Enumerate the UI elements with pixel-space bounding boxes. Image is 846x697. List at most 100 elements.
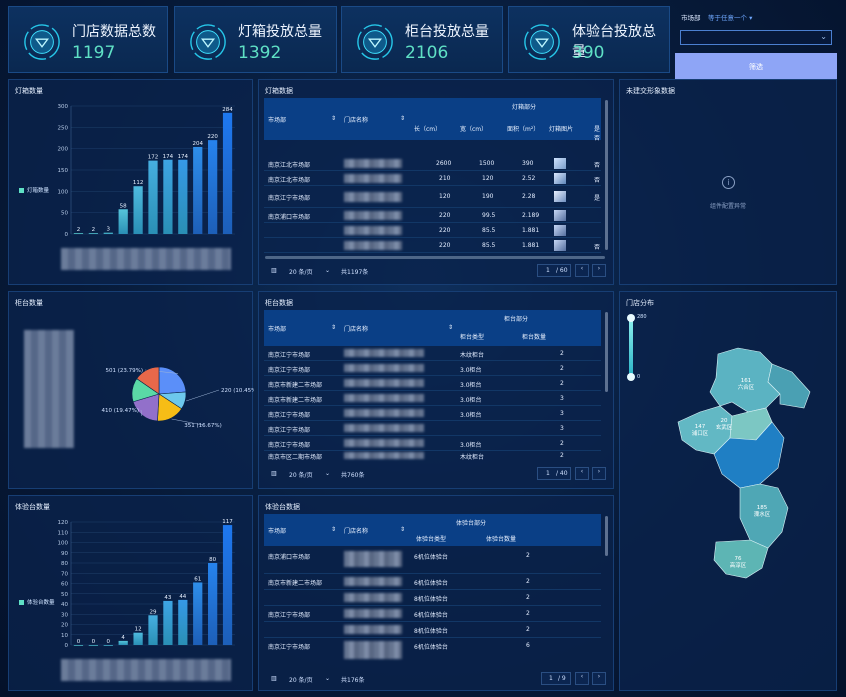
table-row[interactable]: 8机位体验台 2 — [264, 622, 601, 638]
region-name: 玄武区 — [716, 423, 733, 431]
chevron-down-icon[interactable]: ⌄ — [325, 267, 331, 274]
table-row[interactable]: 8机位体验台 2 — [264, 590, 601, 606]
table-row[interactable]: 南京浦口市场部 6机位体验台 2 — [264, 546, 601, 574]
table-row[interactable]: 南京市新建二市场部 3.0柜台 2 — [264, 376, 601, 391]
col-header: 体验台类型 — [416, 536, 447, 543]
y-tick-label: 0 — [65, 232, 69, 238]
visual-map-slider[interactable] — [629, 317, 633, 377]
table-row[interactable]: 南京江宁市场部 3.0柜台 2 — [264, 361, 601, 376]
table-scrollbar[interactable] — [605, 100, 608, 250]
table-row[interactable]: 南京江宁市场部 3.0柜台 2 — [264, 436, 601, 451]
chevron-down-icon[interactable]: ⌄ — [325, 675, 331, 682]
prev-page-button[interactable]: ‹ — [575, 264, 589, 277]
next-page-button[interactable]: › — [592, 672, 606, 685]
region-value: 185 — [757, 505, 768, 511]
diamond-badge-icon — [24, 24, 60, 60]
table-row[interactable]: 南京江宁市场部 120 190 2.28 是 — [264, 186, 601, 208]
map-region-lishui — [739, 483, 789, 549]
col-header: 体验台部分 — [456, 520, 487, 527]
table-row[interactable]: 南京江北市场部 210 120 2.52 否 — [264, 171, 601, 186]
table-row[interactable]: 南京江宁市场部 木纹柜台 2 — [264, 346, 601, 361]
filter-operator-select[interactable]: 等于任意一个 ▾ — [708, 14, 753, 22]
table-row[interactable]: 南京江宁市场部 6机位体验台 2 — [264, 606, 601, 622]
col-header[interactable]: 门店名称 — [344, 326, 369, 333]
table-row[interactable]: 220 85.5 1.881 — [264, 223, 601, 238]
prev-page-button[interactable]: ‹ — [575, 672, 589, 685]
region-name: 六合区 — [738, 383, 755, 391]
lightbox-thumbnail[interactable] — [554, 210, 566, 221]
counter-pie-chart: 501 (23.79%) 220 (10.45%) 351 (16.67%) 410 … — [101, 366, 254, 429]
lightbox-thumbnail[interactable] — [554, 191, 566, 202]
panel-title: 灯箱数据 — [265, 87, 293, 95]
horizontal-scrollbar[interactable] — [265, 256, 605, 259]
page-input[interactable]: 1/ 60 — [537, 264, 571, 277]
stat-card-counter: 柜台投放总量 2106 — [341, 6, 503, 73]
col-header: 宽（cm） — [460, 126, 488, 133]
page-size-select[interactable]: 20 条/页 — [289, 472, 313, 479]
table-scrollbar[interactable] — [605, 312, 608, 392]
filter-value-select[interactable]: ⌄ — [680, 30, 832, 45]
col-header[interactable]: 门店名称 — [344, 528, 369, 535]
table-row[interactable]: 南京市新建二市场部 3.0柜台 3 — [264, 391, 601, 406]
table-scrollbar[interactable] — [605, 516, 608, 556]
y-tick-label: 100 — [58, 541, 69, 547]
col-header: 柜台数量 — [522, 334, 547, 341]
lightbox-thumbnail[interactable] — [554, 225, 566, 236]
table-row[interactable]: 南京市区二期市场部 木纹柜台 2 — [268, 452, 564, 461]
table-settings-icon[interactable]: ▥ — [271, 470, 277, 477]
lightbox-thumbnail[interactable] — [554, 240, 566, 251]
table-row[interactable]: 220 85.5 1.881 否 — [264, 238, 601, 253]
lightbox-thumbnail[interactable] — [554, 173, 566, 184]
table-row[interactable]: 南京江宁市场部 3.0柜台 3 — [264, 406, 601, 421]
y-tick-label: 90 — [61, 551, 68, 557]
page-input[interactable]: 1/ 9 — [541, 672, 571, 685]
prev-page-button[interactable]: ‹ — [575, 467, 589, 480]
bar-value-label: 284 — [222, 107, 233, 113]
bar — [222, 112, 233, 234]
filter-button[interactable]: 筛选 — [675, 53, 837, 80]
table-row[interactable]: 南京江北市场部 2600 1500 390 否 — [264, 156, 601, 171]
sort-icon[interactable]: ⇕ — [331, 115, 337, 122]
table-row[interactable]: 南京江宁市场部 6机位体验台 6 — [264, 638, 601, 664]
bar — [208, 140, 218, 234]
col-header[interactable]: 市场部 — [268, 326, 287, 333]
lightbox-thumbnail[interactable] — [554, 158, 566, 169]
pie-label: 220 (10.45%) — [221, 388, 254, 394]
next-page-button[interactable]: › — [592, 264, 606, 277]
map-panel: 门店分布 280 0 161 六合区 147 浦口区 20 玄武区 185 溧水… — [619, 291, 837, 691]
chevron-down-icon[interactable]: ⌄ — [325, 470, 331, 477]
map-region-jiangning — [713, 421, 785, 489]
filter-panel: 市场部 等于任意一个 ▾ ⌄ 筛选 — [675, 6, 837, 80]
table-settings-icon[interactable]: ▥ — [271, 267, 277, 274]
col-header[interactable]: 门店名称 — [344, 117, 369, 124]
diamond-badge-icon — [524, 24, 560, 60]
sort-icon[interactable]: ⇕ — [400, 115, 406, 122]
slider-handle-top[interactable] — [627, 314, 635, 322]
sort-icon[interactable]: ⇕ — [448, 324, 454, 331]
sort-icon[interactable]: ⇕ — [331, 324, 337, 331]
bar-value-label: 0 — [107, 639, 111, 645]
sort-icon[interactable]: ⇕ — [331, 526, 337, 533]
table-row[interactable]: 南京浦口市场部 220 99.5 2.189 — [264, 208, 601, 223]
bar — [222, 525, 233, 645]
y-tick-label: 70 — [61, 571, 68, 577]
table-row[interactable]: 南京市新建二市场部 6机位体验台 2 — [264, 574, 601, 590]
next-page-button[interactable]: › — [592, 467, 606, 480]
unbuilt-panel: 未建交形象数据 i 组件配置异常 — [619, 79, 837, 285]
panel-title: 体验台数量 — [15, 503, 50, 511]
exp-bar-chart: 0 10 20 30 40 50 60 70 80 90 100 110 120 0 0 0 4 12 29 43 44… — [58, 519, 235, 649]
stat-label: 门店数据总数 — [72, 24, 156, 40]
slider-handle-bottom[interactable] — [627, 373, 635, 381]
col-header[interactable]: 市场部 — [268, 117, 287, 124]
sort-icon[interactable]: ⇕ — [400, 526, 406, 533]
page-size-select[interactable]: 20 条/页 — [289, 677, 313, 684]
table-settings-icon[interactable]: ▥ — [271, 675, 277, 682]
total-count: 共760条 — [341, 472, 365, 479]
table-row[interactable]: 南京江宁市场部 3 — [264, 421, 601, 436]
counter-chart-panel: 柜台数量 501 (23.79%) 220 (10.45%) 351 (16.67%… — [8, 291, 254, 489]
page-size-select[interactable]: 20 条/页 — [289, 269, 313, 276]
col-header[interactable]: 市场部 — [268, 528, 287, 535]
page-input[interactable]: 1/ 40 — [537, 467, 571, 480]
col-header: 柜台类型 — [460, 334, 485, 341]
stat-value: 1392 — [238, 43, 282, 63]
